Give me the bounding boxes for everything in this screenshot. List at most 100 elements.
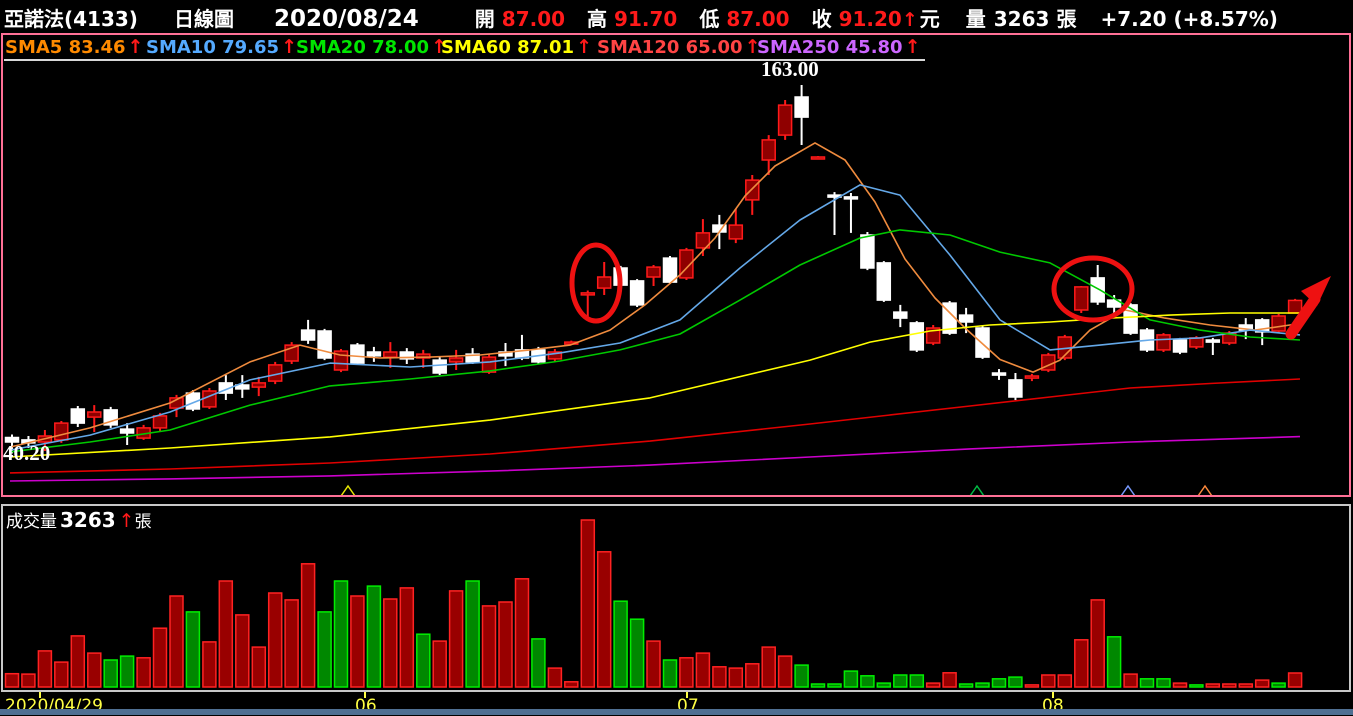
volume-bar — [1074, 639, 1089, 688]
volume-bar — [152, 627, 168, 688]
ma-line-sma20 — [9, 229, 1301, 453]
ma-line-sma10 — [9, 184, 1301, 451]
volume-label: 量 — [965, 7, 986, 31]
volume-bar — [1090, 599, 1105, 688]
volume-bar — [547, 667, 563, 688]
volume-bar — [366, 585, 382, 688]
volume-bar — [284, 599, 299, 688]
volume-bar — [1057, 674, 1073, 688]
sma5-text: SMA5 83.46 — [5, 37, 126, 58]
volume-panel-title: 成交量 3263 ↑ 張 — [6, 507, 152, 532]
volume-panel-label: 成交量 — [6, 512, 57, 532]
candle-body — [728, 224, 744, 240]
volume-bar — [860, 675, 875, 688]
volume-bar — [185, 611, 201, 688]
candle-body — [300, 329, 316, 341]
volume-bar — [1238, 683, 1254, 688]
up-arrow-icon: ↑ — [431, 36, 447, 58]
candle-body — [975, 327, 990, 358]
candle-body — [860, 234, 875, 269]
sma120-text: SMA120 65.00 — [597, 37, 743, 58]
volume-bar — [136, 657, 151, 688]
horizontal-scrollbar[interactable] — [0, 709, 1353, 715]
volume-unit: 張 — [1056, 7, 1077, 31]
volume-bar — [4, 672, 20, 688]
volume-bar — [1205, 683, 1221, 688]
low-label: 低 — [699, 7, 720, 31]
volume-bar — [942, 672, 957, 688]
candle-body — [70, 408, 86, 424]
candle-body — [350, 344, 365, 364]
volume-bar — [481, 605, 497, 688]
up-arrow-icon: ↑ — [901, 9, 918, 31]
volume-panel-value: 3263 — [60, 508, 116, 532]
low-price-label: 40.20 — [3, 441, 51, 465]
ma-line-sma250 — [9, 435, 1301, 482]
candle-body — [1024, 375, 1040, 379]
candle-body — [893, 311, 908, 319]
trend-arrow-shaft — [1285, 293, 1321, 340]
candle-body — [958, 314, 974, 323]
candle-body — [794, 96, 809, 118]
volume-bar — [695, 652, 711, 688]
volume-bar — [1139, 678, 1155, 688]
volume-bar — [1024, 684, 1040, 688]
sma60-text: SMA60 87.01 — [441, 37, 575, 58]
volume-bar — [70, 635, 86, 688]
volume-bar — [300, 563, 316, 688]
signal-triangle — [340, 484, 356, 497]
close-value: 91.20 — [838, 7, 902, 31]
candle-body — [317, 330, 332, 359]
volume-bar — [712, 666, 727, 688]
candle-body — [909, 322, 925, 351]
candle-body — [399, 351, 415, 360]
up-arrow-icon: ↑ — [744, 36, 761, 58]
candle-body — [547, 351, 563, 360]
volume-bar — [448, 590, 464, 688]
volume-panel-unit: 張 — [134, 512, 152, 532]
volume-bar — [646, 640, 661, 688]
sma250-legend: SMA250 45.80 ↑ — [756, 36, 925, 61]
ma-line-sma120 — [9, 378, 1301, 474]
volume-bar — [745, 663, 760, 688]
volume-bar — [21, 673, 36, 688]
volume-bar — [169, 595, 184, 688]
up-arrow-icon: ↑ — [118, 510, 135, 532]
candle-body — [580, 292, 596, 296]
volume-bar — [514, 578, 530, 688]
ma-line-sma60 — [9, 312, 1300, 458]
volume-bar — [596, 551, 612, 688]
volume-bar — [777, 655, 793, 688]
volume-bar — [87, 652, 102, 688]
volume-bar — [1106, 636, 1122, 688]
candle-body — [1106, 299, 1122, 308]
up-arrow-icon: ↑ — [576, 36, 592, 58]
candle-body — [695, 232, 711, 249]
volume-bar — [843, 670, 859, 688]
candle-body — [777, 104, 793, 136]
candle-body — [1205, 339, 1221, 343]
candle-body — [991, 372, 1007, 376]
candle-body — [1008, 379, 1023, 398]
volume-bar — [432, 640, 447, 688]
sma120-legend: SMA120 65.00 ↑ — [596, 36, 765, 61]
sma250-text: SMA250 45.80 — [757, 37, 903, 58]
volume-bar — [267, 592, 283, 688]
volume-bar — [958, 683, 974, 688]
volume-bar — [1287, 672, 1303, 688]
volume-bar — [531, 638, 546, 688]
candle-body — [1271, 315, 1286, 332]
stock-name: 亞諾法(4133) — [4, 7, 138, 31]
signal-triangle — [1120, 484, 1136, 497]
volume-bar — [498, 601, 513, 688]
candle-body — [810, 156, 826, 160]
candle-body — [662, 257, 678, 283]
volume-bar — [728, 667, 744, 688]
signal-triangle — [1197, 484, 1213, 497]
up-arrow-icon: ↑ — [127, 36, 144, 58]
volume-bar — [909, 674, 925, 688]
volume-bar — [317, 611, 332, 688]
volume-bar — [580, 519, 596, 688]
candle-body — [761, 139, 776, 161]
